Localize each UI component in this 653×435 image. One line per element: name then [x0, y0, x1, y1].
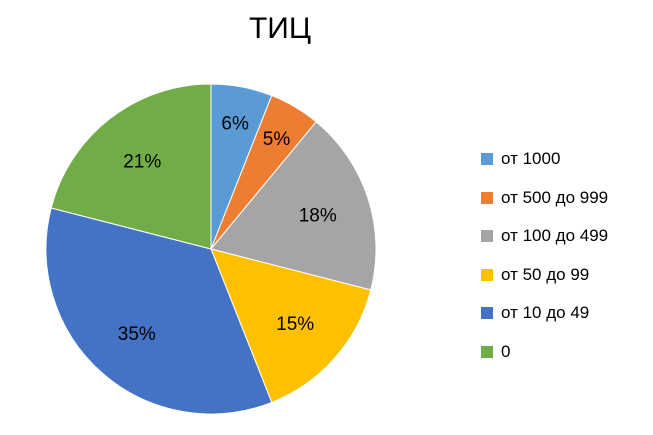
- pie-slice-4: [45, 207, 273, 415]
- legend-label-0: от 1000: [501, 149, 561, 169]
- slice-label-2: 18%: [299, 205, 337, 226]
- legend-swatch-3: [481, 268, 493, 281]
- slice-label-3: 15%: [276, 314, 314, 335]
- legend-item-0: от 1000: [481, 140, 608, 179]
- legend-swatch-0: [481, 153, 493, 166]
- legend-label-1: от 500 до 999: [501, 187, 609, 207]
- legend-label-2: от 100 до 499: [501, 226, 609, 246]
- pie-slice-5: [50, 83, 212, 250]
- chart-title: ТИЦ: [248, 12, 312, 45]
- slice-label-1: 5%: [263, 129, 291, 150]
- slice-label-4: 35%: [118, 324, 156, 345]
- legend-label-5: 0: [501, 341, 511, 361]
- slice-label-5: 21%: [123, 151, 161, 172]
- pie-slice-2: [210, 121, 377, 291]
- legend: от 1000 от 500 до 999 от 100 до 499 от 50 д…: [481, 140, 608, 371]
- legend-item-3: от 50 до 99: [481, 256, 608, 295]
- legend-swatch-4: [481, 307, 493, 320]
- legend-swatch-5: [481, 345, 493, 358]
- slice-label-0: 6%: [221, 114, 249, 135]
- legend-swatch-2: [481, 230, 493, 243]
- pie-slice-3: [210, 248, 372, 404]
- legend-label-3: от 50 до 99: [501, 264, 590, 284]
- legend-item-1: от 500 до 999: [481, 179, 608, 218]
- legend-item-5: 0: [481, 333, 608, 372]
- legend-label-4: от 10 до 49: [501, 303, 590, 323]
- legend-item-2: от 100 до 499: [481, 217, 608, 256]
- legend-item-4: от 10 до 49: [481, 294, 608, 333]
- legend-swatch-1: [481, 191, 493, 204]
